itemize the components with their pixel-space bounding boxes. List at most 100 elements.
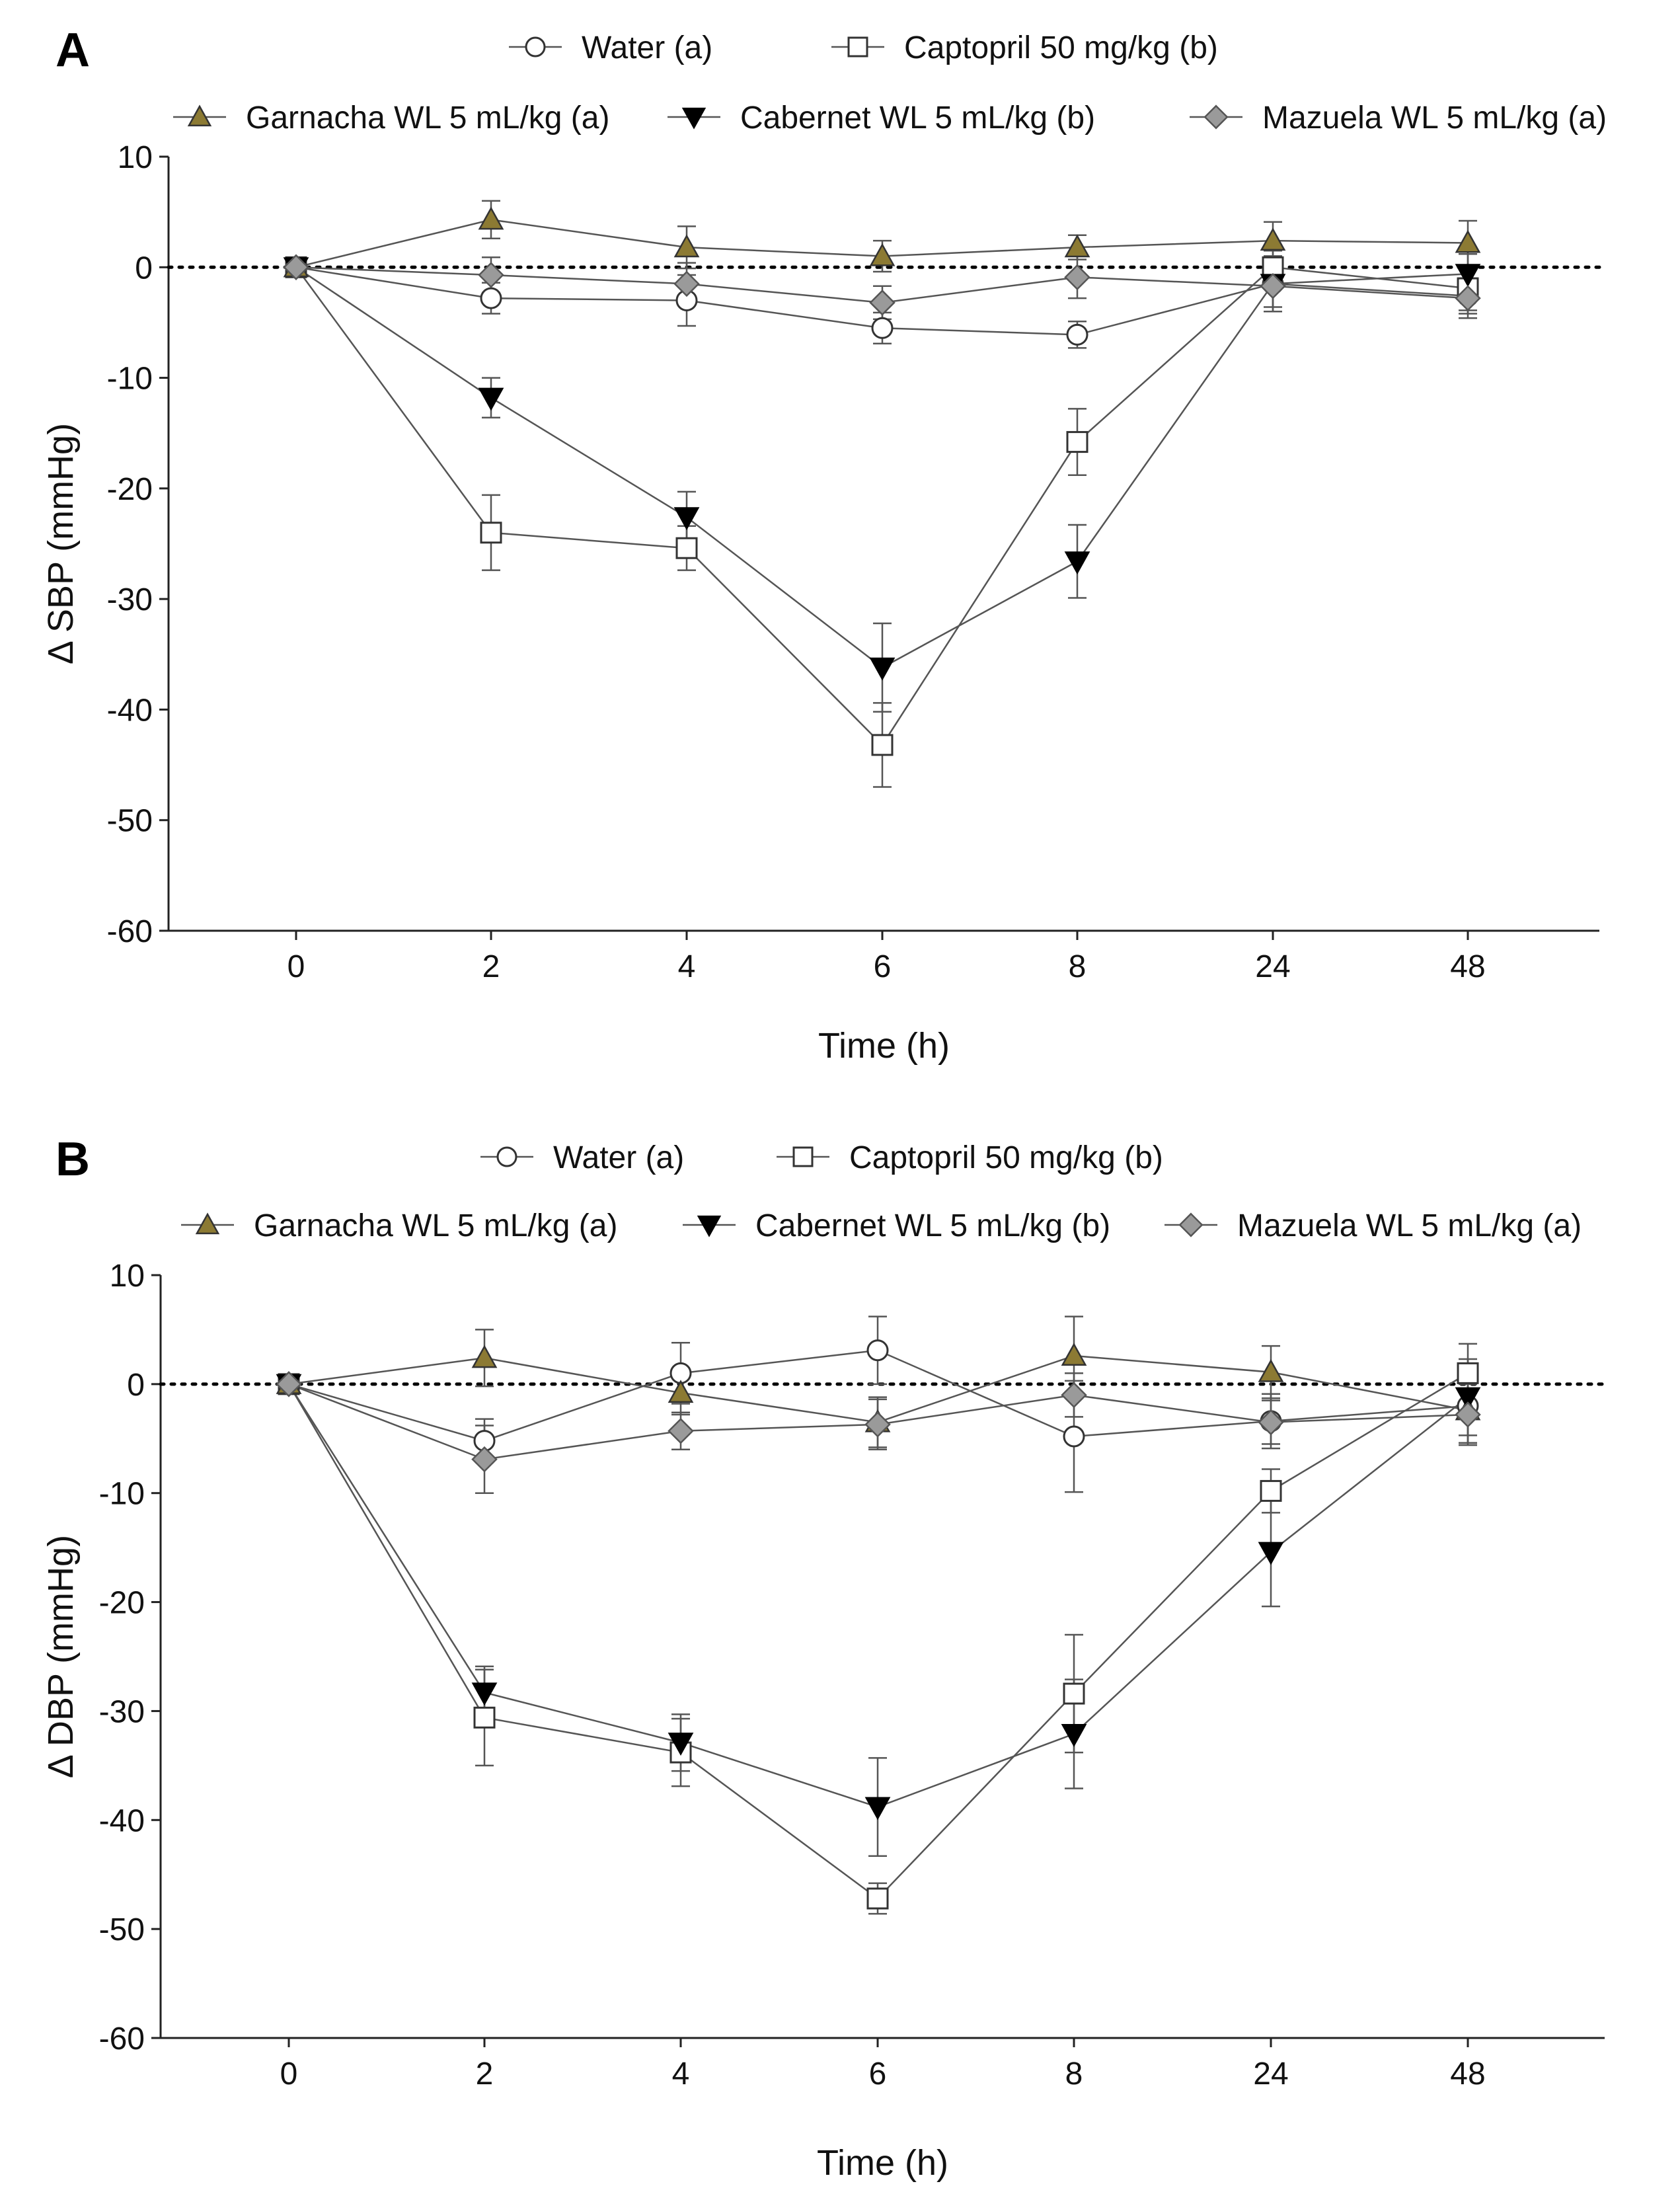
y-tick-label: -60 bbox=[99, 2021, 145, 2056]
legend-marker bbox=[195, 1212, 220, 1235]
data-point bbox=[866, 1339, 889, 1362]
legend-marker bbox=[697, 1215, 722, 1237]
data-point bbox=[1455, 264, 1481, 288]
data-point bbox=[1061, 1343, 1087, 1366]
data-point bbox=[478, 387, 504, 411]
legend-marker bbox=[847, 36, 868, 58]
x-tick-label: 4 bbox=[678, 949, 696, 984]
x-tick-label: 2 bbox=[476, 2056, 494, 2092]
data-point bbox=[1064, 234, 1090, 258]
data-point bbox=[675, 537, 698, 559]
data-point bbox=[478, 262, 504, 288]
x-tick-label: 6 bbox=[874, 949, 892, 984]
data-point bbox=[869, 243, 896, 266]
legend-label: Mazuela WL 5 mL/kg (a) bbox=[1262, 100, 1607, 136]
data-point bbox=[471, 1446, 498, 1473]
data-point bbox=[1260, 227, 1286, 251]
legend-marker bbox=[496, 1146, 517, 1167]
data-point bbox=[1064, 551, 1090, 575]
x-tick-label: 2 bbox=[482, 949, 500, 984]
x-tick-label: 8 bbox=[1065, 2056, 1083, 2092]
y-tick-label: -30 bbox=[107, 582, 153, 617]
y-tick-label: -10 bbox=[107, 362, 153, 397]
y-tick-label: -10 bbox=[99, 1477, 145, 1512]
data-point bbox=[478, 206, 504, 230]
y-tick-label: -50 bbox=[107, 804, 153, 839]
legend-label: Captopril 50 mg/kg (b) bbox=[849, 1140, 1163, 1175]
data-point bbox=[673, 234, 700, 258]
legend-label: Water (a) bbox=[582, 30, 712, 65]
data-point bbox=[1455, 1401, 1481, 1428]
data-point bbox=[668, 1417, 694, 1444]
legend-label: Cabernet WL 5 mL/kg (b) bbox=[755, 1208, 1110, 1243]
legend-marker bbox=[1203, 104, 1229, 130]
data-point bbox=[866, 1887, 889, 1910]
data-point bbox=[1066, 323, 1088, 346]
x-tick-label: 0 bbox=[287, 949, 305, 984]
y-tick-label: -50 bbox=[99, 1912, 145, 1947]
y-tick-label: -20 bbox=[99, 1586, 145, 1621]
y-tick-label: -30 bbox=[99, 1694, 145, 1729]
panel-label: B bbox=[56, 1133, 90, 1186]
y-tick-label: 0 bbox=[135, 251, 153, 286]
data-point bbox=[864, 1411, 891, 1438]
data-point bbox=[1063, 1425, 1085, 1448]
data-point bbox=[864, 1797, 891, 1820]
data-point bbox=[1258, 1409, 1284, 1436]
x-tick-label: 8 bbox=[1069, 949, 1087, 984]
legend-marker bbox=[525, 36, 546, 58]
y-tick-label: -60 bbox=[107, 914, 153, 949]
y-axis-title: Δ SBP (mmHg) bbox=[41, 423, 81, 664]
data-point bbox=[1457, 1362, 1479, 1384]
data-point bbox=[1260, 272, 1286, 299]
x-tick-label: 48 bbox=[1450, 949, 1485, 984]
legend-label: Captopril 50 mg/kg (b) bbox=[904, 30, 1218, 65]
legend-label: Cabernet WL 5 mL/kg (b) bbox=[740, 100, 1095, 136]
x-tick-label: 0 bbox=[280, 2056, 298, 2092]
legend-label: Garnacha WL 5 mL/kg (a) bbox=[254, 1208, 617, 1243]
data-point bbox=[673, 507, 700, 531]
data-point bbox=[1064, 264, 1090, 291]
data-point bbox=[1258, 1542, 1284, 1565]
x-tick-label: 4 bbox=[672, 2056, 690, 2092]
y-tick-label: 0 bbox=[127, 1368, 145, 1403]
y-axis-title: Δ DBP (mmHg) bbox=[41, 1535, 81, 1778]
legend-label: Garnacha WL 5 mL/kg (a) bbox=[246, 100, 609, 136]
legend-label: Water (a) bbox=[553, 1140, 684, 1175]
data-point bbox=[668, 1380, 694, 1403]
legend-label: Mazuela WL 5 mL/kg (a) bbox=[1237, 1208, 1582, 1243]
data-point bbox=[1260, 1479, 1282, 1502]
legend-marker bbox=[681, 107, 706, 130]
data-point bbox=[871, 317, 894, 339]
x-tick-label: 24 bbox=[1255, 949, 1290, 984]
data-point bbox=[1455, 229, 1481, 253]
data-point bbox=[1066, 431, 1088, 453]
x-tick-label: 48 bbox=[1450, 2056, 1485, 2092]
x-axis-title: Time (h) bbox=[818, 1026, 950, 1066]
data-point bbox=[276, 1371, 302, 1397]
x-tick-label: 24 bbox=[1253, 2056, 1288, 2092]
data-point bbox=[871, 734, 894, 756]
data-point bbox=[1455, 1387, 1481, 1411]
data-point bbox=[869, 290, 896, 316]
data-point bbox=[283, 254, 309, 281]
data-point bbox=[869, 657, 896, 681]
data-point bbox=[1061, 1382, 1087, 1409]
y-tick-label: 10 bbox=[118, 140, 153, 175]
data-point bbox=[480, 522, 502, 544]
data-point bbox=[668, 1733, 694, 1756]
y-tick-label: -40 bbox=[107, 693, 153, 728]
x-axis-title: Time (h) bbox=[817, 2143, 948, 2183]
data-point bbox=[471, 1345, 498, 1368]
data-point bbox=[1061, 1723, 1087, 1747]
data-point bbox=[1455, 285, 1481, 311]
legend-marker bbox=[187, 104, 212, 127]
legend-marker bbox=[1178, 1212, 1203, 1237]
data-point bbox=[480, 287, 502, 309]
y-tick-label: -40 bbox=[99, 1803, 145, 1838]
legend-marker bbox=[792, 1146, 814, 1167]
x-tick-label: 6 bbox=[869, 2056, 887, 2092]
